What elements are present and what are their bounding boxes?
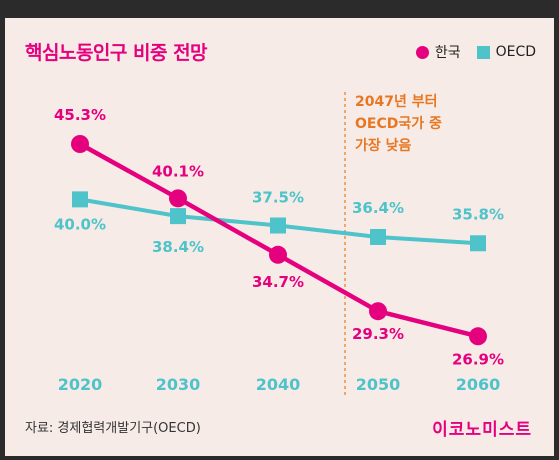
- legend: 한국 OECD: [415, 42, 536, 62]
- legend-korea-label: 한국: [434, 45, 461, 61]
- oecd-data-label: 36.4%: [352, 199, 404, 217]
- legend-korea-marker: [415, 45, 429, 59]
- annotation-text-line: OECD국가 중: [355, 116, 442, 132]
- korea-data-label: 34.7%: [252, 273, 304, 291]
- annotation-text-line: 2047년 부터: [355, 94, 437, 110]
- oecd-data-label: 38.4%: [152, 238, 204, 256]
- korea-data-label: 26.9%: [452, 350, 504, 368]
- oecd-data-label: 40.0%: [54, 215, 106, 233]
- korea-point: [169, 189, 187, 208]
- source-note: 자료: 경제협력개발기구(OECD): [25, 421, 201, 436]
- brand-logo: 이코노미스트: [432, 420, 532, 440]
- oecd-point: [72, 191, 88, 208]
- oecd-point: [170, 208, 186, 225]
- annotation-text-line: 가장 낮음: [355, 137, 412, 154]
- oecd-point: [470, 235, 486, 252]
- korea-point: [269, 245, 287, 264]
- korea-data-label: 45.3%: [54, 106, 106, 124]
- legend-oecd-label: OECD: [495, 44, 536, 60]
- oecd-data-label: 37.5%: [252, 189, 304, 207]
- x-tick-label: 2060: [456, 375, 501, 394]
- chart-title: 핵심노동인구 비중 전망: [25, 42, 208, 64]
- x-tick-label: 2020: [58, 375, 103, 394]
- oecd-point: [270, 217, 286, 234]
- oecd-point: [370, 229, 386, 246]
- x-tick-label: 2030: [156, 375, 201, 394]
- korea-point: [469, 327, 487, 346]
- korea-point: [71, 135, 89, 153]
- x-tick-label: 2050: [356, 375, 401, 394]
- oecd-data-label: 35.8%: [452, 205, 504, 223]
- x-tick-label: 2040: [256, 375, 301, 394]
- legend-oecd-marker: [476, 45, 490, 59]
- korea-data-label: 29.3%: [352, 325, 404, 343]
- chart-plot: 2047년 부터 OECD국가 중가장 낮음 40.0% 38.4% 37.5% 36.4…: [54, 92, 504, 398]
- korea-data-label: 40.1%: [152, 162, 204, 180]
- korea-point: [369, 302, 387, 321]
